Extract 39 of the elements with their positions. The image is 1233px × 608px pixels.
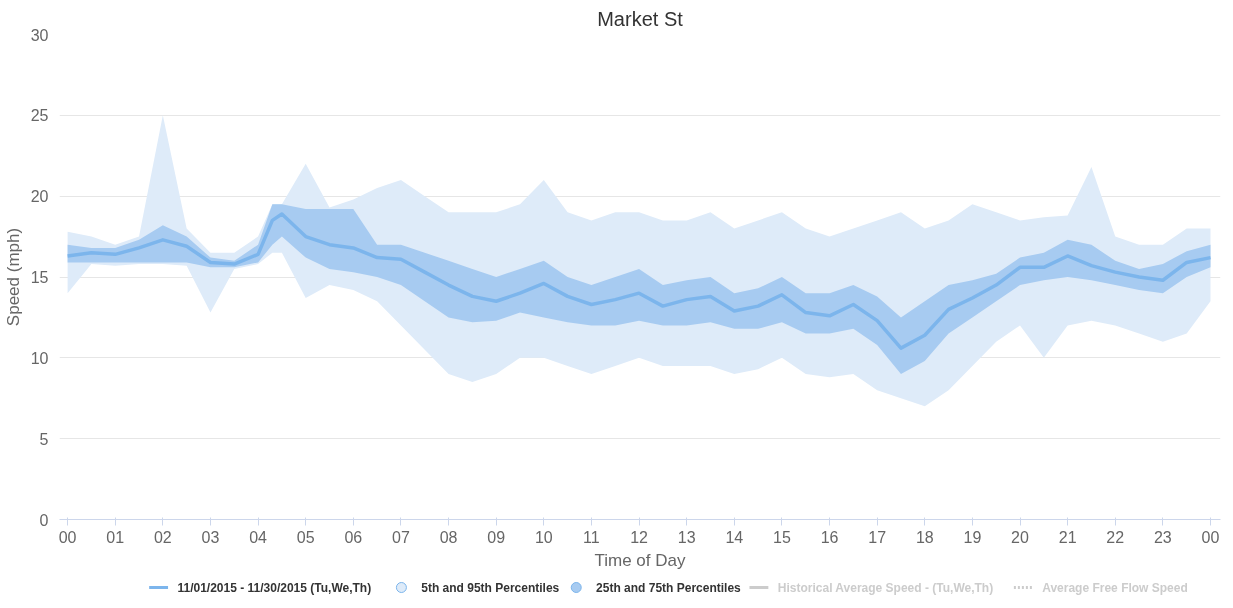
x-tick-label: 17 <box>868 528 887 546</box>
x-tick-label: 19 <box>963 528 982 546</box>
x-tick-label: 16 <box>820 528 839 546</box>
x-tick-label: 02 <box>153 528 172 546</box>
x-tick-label: 14 <box>725 528 744 546</box>
x-tick-label: 00 <box>58 528 77 546</box>
y-tick-label: 10 <box>30 349 49 367</box>
legend-label: 25th and 75th Percentiles <box>596 580 742 595</box>
x-tick-label: 21 <box>1058 528 1077 546</box>
x-tick-label: 20 <box>1011 528 1030 546</box>
x-tick-label: 08 <box>439 528 458 546</box>
x-tick-label: 10 <box>534 528 553 546</box>
y-tick-label: 20 <box>30 188 49 206</box>
x-tick-label: 15 <box>773 528 791 546</box>
x-tick-label: 22 <box>1106 528 1125 546</box>
chart-title: Market St <box>597 7 684 30</box>
x-tick-label: 00 <box>1201 528 1220 546</box>
x-tick-label: 01 <box>106 528 125 546</box>
x-tick-label: 12 <box>630 528 649 546</box>
x-tick-label: 05 <box>296 528 315 546</box>
line-series <box>65 212 1213 350</box>
y-tick-label: 15 <box>30 269 49 286</box>
y-tick-label: 30 <box>30 26 49 44</box>
x-tick-label: 09 <box>487 528 506 546</box>
x-tick-label: 06 <box>344 528 363 546</box>
x-tick-label: 03 <box>201 528 220 546</box>
x-tick-label: 23 <box>1153 528 1172 546</box>
x-tick-label: 04 <box>249 528 268 546</box>
x-tick-label: 11 <box>583 528 600 546</box>
x-tick-label: 18 <box>915 528 934 546</box>
x-tick-label: 13 <box>677 528 696 546</box>
legend-label: 11/01/2015 - 11/30/2015 (Tu,We,Th) <box>177 580 372 595</box>
x-axis-title: Time of Day <box>594 550 686 570</box>
legend-label: 5th and 95th Percentiles <box>421 580 560 595</box>
y-tick-label: 0 <box>39 511 49 529</box>
x-tick-label: 07 <box>392 528 410 546</box>
y-tick-label: 5 <box>39 430 49 448</box>
y-tick-label: 25 <box>30 107 49 125</box>
y-axis-title: Speed (mph) <box>3 227 23 327</box>
